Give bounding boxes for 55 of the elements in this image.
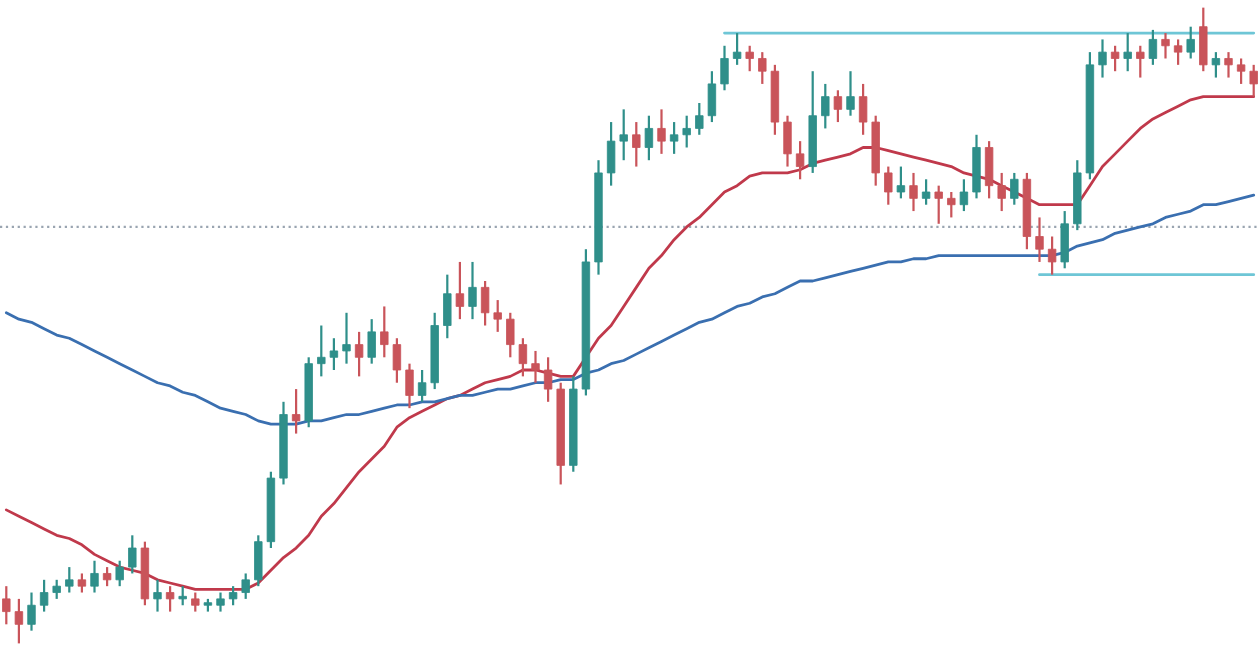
candlestick xyxy=(657,108,666,155)
candlestick xyxy=(1035,216,1044,264)
candlestick xyxy=(821,82,830,130)
candlestick xyxy=(1098,38,1107,79)
candlestick xyxy=(1110,44,1120,73)
candlestick xyxy=(1010,171,1019,206)
candlestick xyxy=(896,165,906,200)
candlestick xyxy=(165,585,175,613)
candlestick xyxy=(1211,51,1221,79)
candlestick xyxy=(27,591,36,632)
candlestick xyxy=(405,362,414,410)
candlestick xyxy=(909,171,918,213)
candlestick xyxy=(531,349,540,384)
candlestick xyxy=(1123,31,1132,73)
candlestick xyxy=(65,565,74,594)
candlestick xyxy=(1148,28,1158,66)
candlestick xyxy=(443,273,452,340)
candlestick xyxy=(1173,38,1183,66)
candlestick xyxy=(291,387,301,435)
candlestick xyxy=(115,559,124,588)
candlestick xyxy=(1224,51,1233,79)
candlestick xyxy=(102,565,112,588)
candlestick xyxy=(90,559,99,594)
candlestick xyxy=(745,44,754,73)
candlestick xyxy=(77,572,87,594)
candlestick xyxy=(644,114,654,162)
candlestick xyxy=(191,591,200,613)
candlestick xyxy=(972,133,981,200)
candlestick xyxy=(216,591,225,613)
candlestick xyxy=(921,178,931,206)
candlestick xyxy=(153,578,162,613)
candlestick xyxy=(1047,235,1057,276)
candlestick xyxy=(1136,44,1145,79)
candlestick xyxy=(1060,209,1069,270)
candlestick xyxy=(783,114,792,168)
candlestick xyxy=(947,190,956,219)
candlestick xyxy=(342,311,351,365)
candlestick xyxy=(178,585,187,607)
candlestick xyxy=(720,44,729,92)
candlestick xyxy=(1186,25,1195,60)
candlestick xyxy=(795,140,805,181)
candlestick xyxy=(1161,31,1170,60)
candlestick xyxy=(1199,6,1208,73)
candlestick xyxy=(732,31,742,66)
candlestick xyxy=(367,318,376,365)
candlestick xyxy=(934,184,943,225)
candlestick xyxy=(846,70,855,117)
candlestick xyxy=(833,89,843,124)
candlestick xyxy=(632,120,641,168)
candlestick xyxy=(128,534,137,575)
candlestick xyxy=(455,260,465,321)
candlestick xyxy=(354,330,364,378)
candlestick xyxy=(468,260,477,321)
candlestick xyxy=(959,178,969,213)
candlestick xyxy=(884,165,893,206)
